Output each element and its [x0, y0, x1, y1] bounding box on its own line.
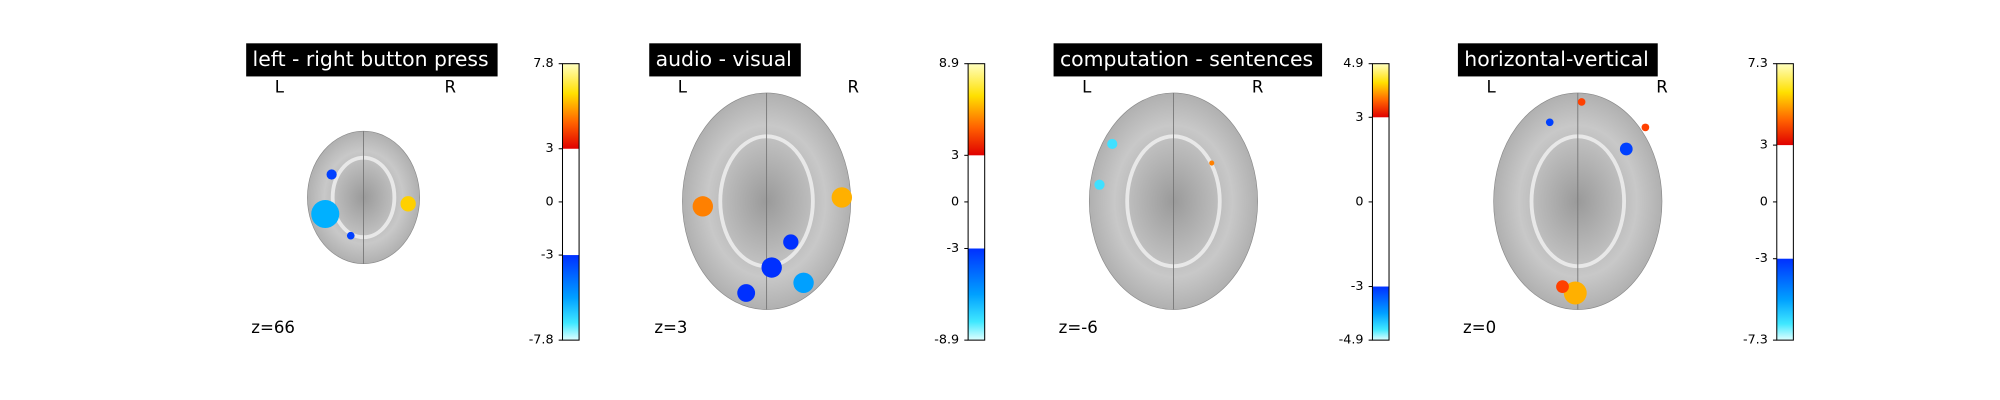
title-box: [1457, 43, 1658, 77]
colorbar-tick-label: 3: [545, 141, 553, 156]
colorbar-negative: [562, 255, 580, 341]
activation-blob: [783, 234, 799, 250]
colorbar-tick-label: -3: [1755, 251, 1768, 266]
left-label: L: [275, 77, 285, 96]
colorbar-tick-label: 4.9: [1343, 56, 1363, 71]
colorbar-tick-label: 0: [545, 194, 553, 209]
panel-title: computation - sentences: [1060, 47, 1313, 71]
colorbar-tick-label: -3: [541, 248, 554, 263]
left-label: L: [1486, 77, 1496, 96]
activation-blob: [737, 284, 756, 302]
activation-blob: [1107, 138, 1118, 150]
panel-title: left - right button press: [253, 47, 489, 71]
right-label: R: [444, 77, 456, 96]
colorbar-tick-label: -8.9: [934, 333, 959, 348]
slice-label: z=-6: [1059, 318, 1098, 337]
activation-blob: [400, 196, 416, 212]
colorbar-tick-label: 7.8: [533, 56, 553, 71]
colorbar-tick-label: 0: [1355, 194, 1363, 209]
colorbar-negative: [1776, 258, 1794, 341]
colorbar-tick-label: -4.9: [1339, 333, 1364, 348]
activation-blob: [793, 272, 814, 293]
activation-blob: [311, 200, 340, 229]
colorbar-positive: [562, 63, 580, 149]
slice-label: z=3: [654, 318, 687, 337]
right-label: R: [848, 77, 860, 96]
colorbar-tick-label: 0: [951, 194, 959, 209]
colorbar-positive: [1372, 63, 1390, 118]
activation-blob: [1094, 179, 1105, 190]
colorbar-tick-label: 3: [1760, 138, 1768, 153]
activation-blob: [1619, 142, 1633, 156]
colorbar-tick-label: -3: [946, 241, 959, 256]
colorbar-positive: [968, 63, 985, 156]
activation-blob: [1545, 118, 1554, 127]
colorbar-tick-label: 3: [1355, 110, 1363, 125]
right-label: R: [1252, 77, 1264, 96]
left-label: L: [678, 77, 688, 96]
panel-title: audio - visual: [656, 47, 792, 71]
activation-blob: [1556, 280, 1569, 293]
activation-blob: [346, 231, 355, 240]
activation-blob: [761, 257, 782, 278]
colorbar-tick-label: -3: [1351, 279, 1364, 294]
colorbar-tick-label: 7.3: [1748, 56, 1768, 71]
activation-blob: [831, 187, 853, 208]
slice-label: z=0: [1463, 318, 1496, 337]
colorbar-negative: [968, 248, 985, 341]
colorbar-tick-label: 0: [1760, 194, 1768, 209]
activation-blob: [1641, 123, 1650, 132]
colorbar-tick-label: -7.3: [1743, 333, 1768, 348]
activation-blob: [1577, 98, 1586, 106]
left-label: L: [1082, 77, 1092, 96]
activation-blob: [1563, 281, 1587, 305]
colorbar-negative: [1372, 286, 1390, 341]
colorbar-tick-label: 8.9: [939, 56, 959, 71]
panel-title: horizontal-vertical: [1464, 47, 1649, 71]
title-box: [246, 43, 498, 77]
activation-blob: [1209, 160, 1215, 166]
title-box: [1053, 43, 1323, 77]
activation-blob: [326, 169, 337, 180]
right-label: R: [1656, 77, 1668, 96]
activation-blob: [692, 196, 714, 217]
title-box: [649, 43, 801, 77]
colorbar-positive: [1776, 63, 1794, 146]
slice-label: z=66: [251, 318, 295, 337]
colorbar-tick-label: -7.8: [529, 333, 554, 348]
colorbar-tick-label: 3: [951, 148, 959, 163]
